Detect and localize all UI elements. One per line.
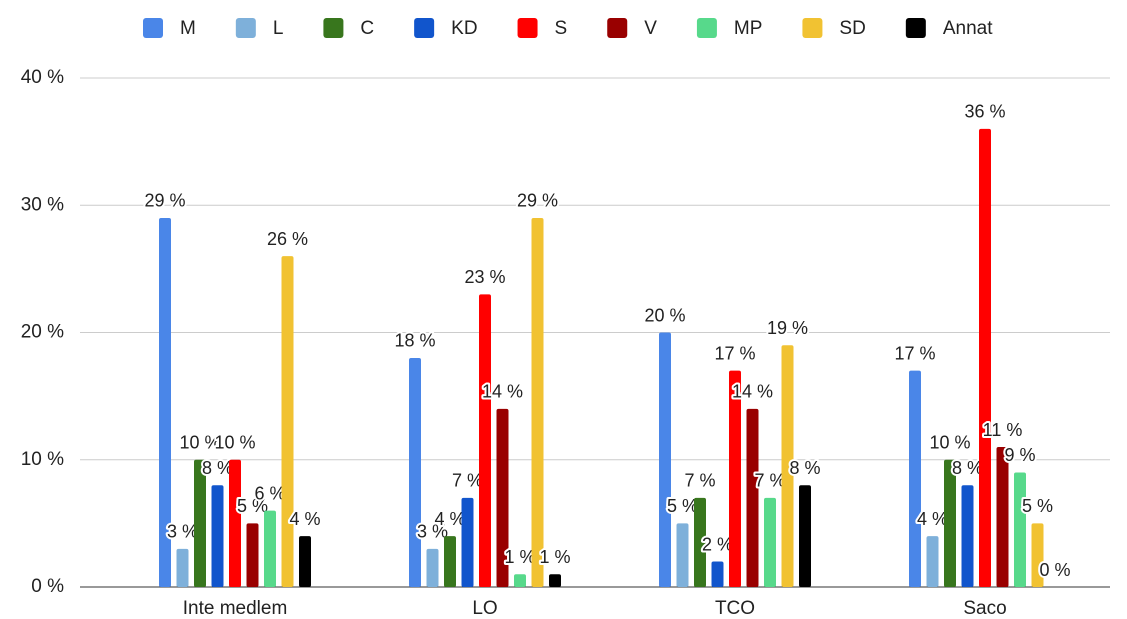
legend-label: Annat bbox=[943, 18, 993, 39]
legend-label: KD bbox=[451, 18, 477, 39]
bar bbox=[479, 294, 491, 587]
bar bbox=[781, 345, 794, 587]
bar bbox=[676, 523, 689, 587]
legend-label: S bbox=[555, 18, 568, 39]
bar bbox=[461, 497, 474, 587]
y-tick-label: 30 % bbox=[21, 194, 64, 215]
legend-swatch bbox=[905, 18, 926, 38]
bar bbox=[176, 548, 189, 587]
bar bbox=[996, 447, 1009, 587]
bar bbox=[799, 485, 811, 587]
bar bbox=[961, 485, 974, 587]
value-label: 17 % bbox=[894, 343, 935, 363]
legend-swatch bbox=[235, 18, 256, 38]
value-label: 10 % bbox=[214, 433, 255, 453]
value-label: 4 % bbox=[917, 509, 948, 529]
legend-swatch bbox=[143, 18, 163, 38]
bar bbox=[659, 332, 671, 587]
bar bbox=[926, 536, 939, 587]
value-label: 11 % bbox=[983, 420, 1023, 440]
bar bbox=[264, 510, 276, 587]
bar bbox=[229, 459, 241, 587]
legend-swatch bbox=[696, 18, 717, 38]
value-label: 7 % bbox=[452, 471, 483, 491]
bar bbox=[729, 370, 741, 587]
value-label: 8 % bbox=[202, 458, 233, 478]
value-label: 5 % bbox=[1022, 496, 1053, 516]
bar bbox=[944, 459, 956, 587]
value-label: 7 % bbox=[754, 471, 785, 491]
bar bbox=[909, 370, 921, 587]
legend-label: SD bbox=[839, 18, 865, 39]
legend-swatch bbox=[607, 18, 628, 38]
value-label: 5 % bbox=[667, 496, 698, 516]
legend-swatch bbox=[802, 18, 823, 38]
value-label: 4 % bbox=[434, 509, 465, 529]
x-tick-label: TCO bbox=[715, 598, 755, 619]
y-tick-label: 20 % bbox=[21, 322, 64, 343]
value-label: 18 % bbox=[394, 331, 435, 351]
bar bbox=[694, 497, 706, 587]
bar bbox=[514, 574, 526, 587]
value-label: 0 % bbox=[1039, 560, 1070, 580]
bar bbox=[549, 574, 561, 587]
bar bbox=[409, 357, 421, 587]
value-label: 3 % bbox=[167, 522, 198, 542]
bar bbox=[211, 485, 224, 587]
bar bbox=[531, 217, 544, 587]
bar bbox=[1014, 472, 1026, 587]
value-label: 1 % bbox=[539, 547, 570, 567]
bar bbox=[711, 561, 724, 587]
value-label: 26 % bbox=[267, 229, 308, 249]
value-label: 10 % bbox=[179, 433, 220, 453]
legend-label: MP bbox=[734, 18, 763, 39]
value-label: 17 % bbox=[714, 343, 755, 363]
legend-swatch bbox=[323, 18, 344, 38]
value-label: 5 % bbox=[237, 496, 268, 516]
bar bbox=[426, 548, 439, 587]
bar bbox=[444, 536, 456, 587]
legend-label: V bbox=[644, 18, 657, 39]
legend-label: C bbox=[360, 18, 374, 39]
value-label: 1 % bbox=[504, 547, 535, 567]
x-tick-label: Inte medlem bbox=[183, 598, 288, 619]
value-label: 20 % bbox=[644, 305, 685, 325]
value-label: 36 % bbox=[964, 102, 1005, 122]
bar bbox=[159, 217, 171, 587]
y-tick-label: 40 % bbox=[21, 67, 64, 88]
value-label: 14 % bbox=[732, 382, 773, 402]
value-label: 14 % bbox=[482, 382, 523, 402]
legend-label: L bbox=[273, 18, 284, 39]
value-label: 2 % bbox=[702, 534, 733, 554]
value-label: 7 % bbox=[684, 471, 715, 491]
bar bbox=[299, 536, 311, 587]
bar bbox=[281, 256, 294, 587]
legend-swatch bbox=[414, 18, 435, 38]
bar bbox=[979, 128, 991, 587]
y-tick-label: 10 % bbox=[21, 449, 64, 470]
value-label: 8 % bbox=[952, 458, 983, 478]
value-label: 6 % bbox=[254, 483, 285, 503]
bar bbox=[746, 408, 759, 587]
value-label: 9 % bbox=[1004, 445, 1035, 465]
value-label: 19 % bbox=[767, 318, 808, 338]
bar bbox=[764, 497, 776, 587]
x-tick-label: LO bbox=[472, 598, 497, 619]
bar bbox=[194, 459, 206, 587]
value-label: 4 % bbox=[289, 509, 320, 529]
legend-swatch bbox=[517, 18, 538, 38]
value-label: 29 % bbox=[144, 191, 185, 211]
legend-label: M bbox=[180, 18, 196, 39]
value-label: 8 % bbox=[789, 458, 820, 478]
bar bbox=[246, 523, 259, 587]
bar bbox=[496, 408, 509, 587]
y-tick-label: 0 % bbox=[31, 576, 64, 597]
value-label: 23 % bbox=[464, 267, 505, 287]
x-tick-label: Saco bbox=[963, 598, 1006, 619]
value-label: 29 % bbox=[517, 191, 558, 211]
bar bbox=[1031, 523, 1044, 587]
value-label: 10 % bbox=[929, 433, 970, 453]
